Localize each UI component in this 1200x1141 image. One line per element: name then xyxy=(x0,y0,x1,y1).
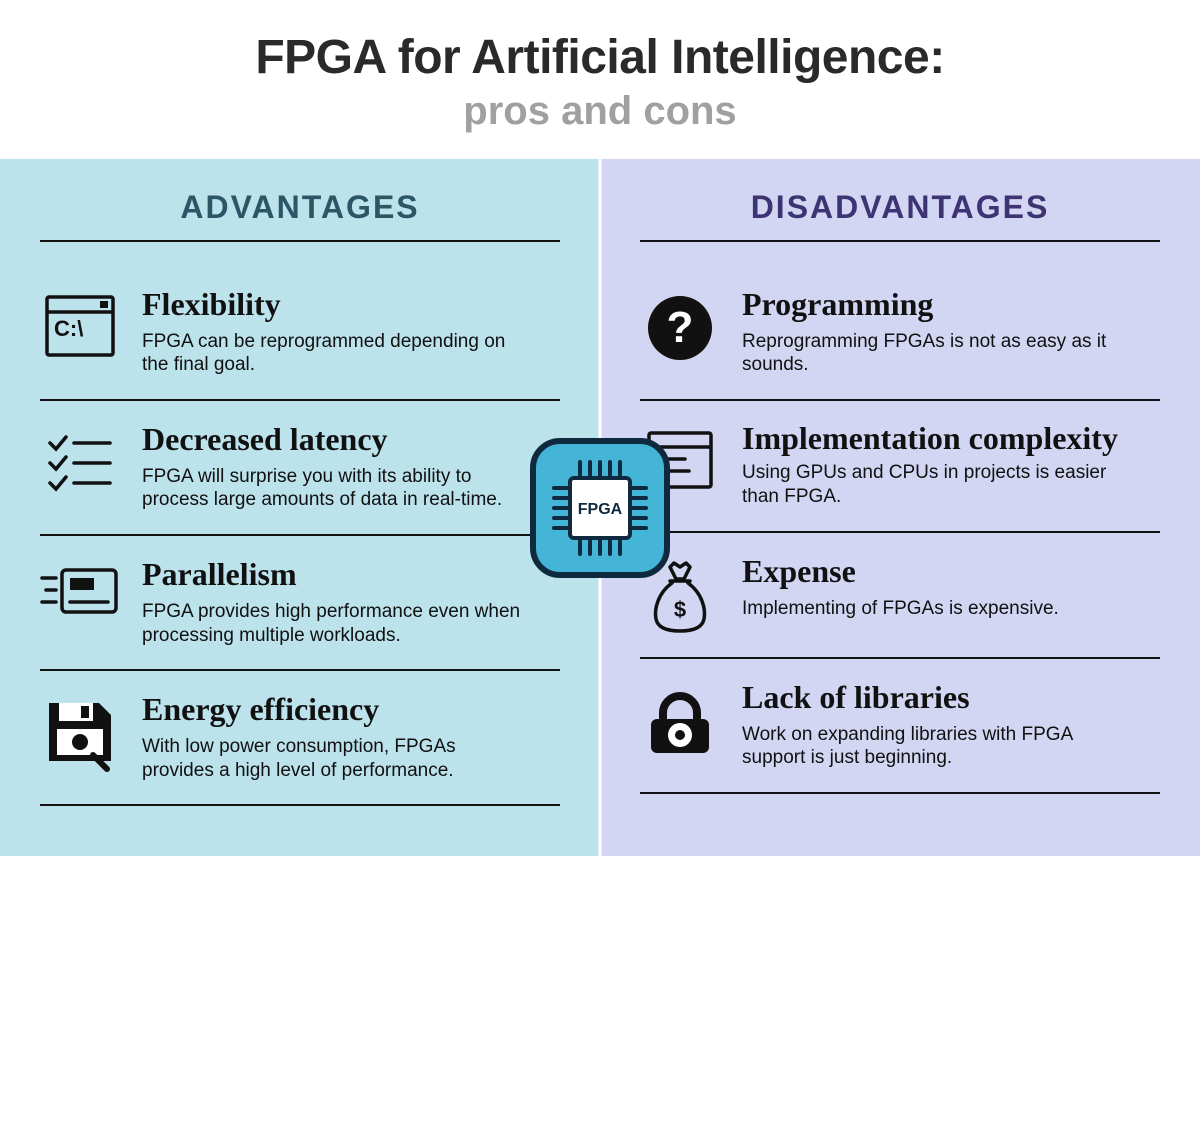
page-title: FPGA for Artificial Intelligence: xyxy=(20,30,1180,85)
item-title: Parallelism xyxy=(142,558,560,592)
page-subtitle: pros and cons xyxy=(20,89,1180,134)
disadvantage-item: Lack of libraries Work on expanding libr… xyxy=(640,659,1160,794)
disadvantage-item: Implementation complexity Using GPUs and… xyxy=(640,401,1160,533)
chip-label: FPGA xyxy=(578,501,623,518)
advantage-item: Decreased latency FPGA will surprise you… xyxy=(40,401,560,536)
item-desc: Reprogramming FPGAs is not as easy as it… xyxy=(742,330,1122,378)
checklist-icon xyxy=(40,423,120,493)
advantage-item: Parallelism FPGA provides high performan… xyxy=(40,536,560,671)
camera-lock-icon xyxy=(640,681,720,757)
item-title: Decreased latency xyxy=(142,423,560,457)
item-title: Programming xyxy=(742,288,1160,322)
item-desc: Using GPUs and CPUs in projects is easie… xyxy=(742,461,1122,509)
header: FPGA for Artificial Intelligence: pros a… xyxy=(0,0,1200,159)
svg-text:$: $ xyxy=(674,597,686,622)
disadvantage-item: $ Expense Implementing of FPGAs is expen… xyxy=(640,533,1160,659)
item-title: Implementation complexity xyxy=(742,423,1160,453)
columns: ADVANTAGES C:\ Flexibility FPGA can be r… xyxy=(0,159,1200,856)
svg-text:?: ? xyxy=(667,303,694,352)
divider xyxy=(40,240,560,242)
item-desc: FPGA can be reprogrammed depending on th… xyxy=(142,330,522,378)
divider xyxy=(640,240,1160,242)
disadvantages-heading: DISADVANTAGES xyxy=(640,189,1160,226)
speed-card-icon xyxy=(40,558,120,622)
item-title: Expense xyxy=(742,555,1160,589)
item-desc: FPGA provides high performance even when… xyxy=(142,600,522,648)
svg-text:C:\: C:\ xyxy=(54,316,83,341)
disadvantages-column: DISADVANTAGES ? Programming Reprogrammin… xyxy=(600,159,1200,856)
item-desc: With low power consumption, FPGAs provid… xyxy=(142,735,522,783)
item-title: Flexibility xyxy=(142,288,560,322)
item-title: Lack of libraries xyxy=(742,681,1160,715)
item-desc: Work on expanding libraries with FPGA su… xyxy=(742,723,1122,771)
terminal-icon: C:\ xyxy=(40,288,120,358)
question-icon: ? xyxy=(640,288,720,362)
fpga-chip-badge: FPGA xyxy=(530,438,670,578)
item-desc: FPGA will surprise you with its ability … xyxy=(142,465,522,513)
advantage-item: Energy efficiency With low power consump… xyxy=(40,671,560,806)
disadvantage-item: ? Programming Reprogramming FPGAs is not… xyxy=(640,266,1160,401)
advantages-heading: ADVANTAGES xyxy=(40,189,560,226)
floppy-icon xyxy=(40,693,120,773)
item-desc: Implementing of FPGAs is expensive. xyxy=(742,597,1122,621)
advantages-column: ADVANTAGES C:\ Flexibility FPGA can be r… xyxy=(0,159,600,856)
advantage-item: C:\ Flexibility FPGA can be reprogrammed… xyxy=(40,266,560,401)
item-title: Energy efficiency xyxy=(142,693,560,727)
